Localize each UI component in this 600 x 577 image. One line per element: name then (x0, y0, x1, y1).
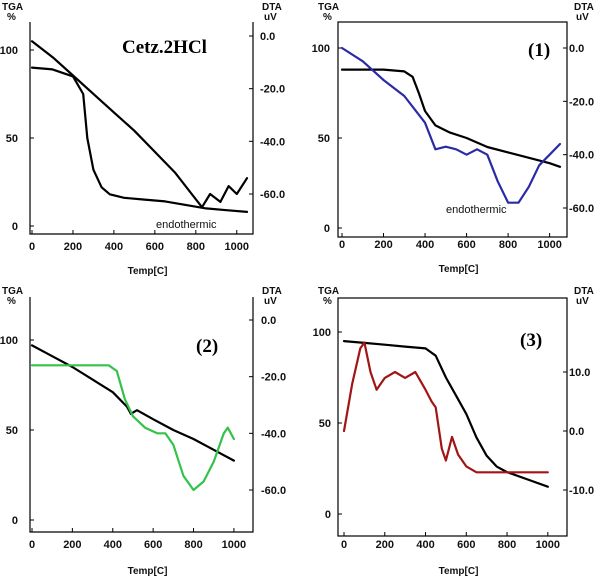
x-tick-label: 800 (498, 539, 516, 551)
y-right-tick-label: -40.0 (569, 150, 594, 162)
x-tick-label: 1000 (537, 239, 561, 251)
x-tick-label: 200 (376, 539, 394, 551)
y-left-tick-label: 0 (325, 509, 331, 521)
y-right-axis-unit: uV (576, 296, 589, 307)
x-tick-label: 0 (339, 239, 345, 251)
plot-frame (29, 297, 254, 533)
x-tick-label: 0 (29, 241, 35, 253)
chart-panel-2: 0 200 400 600 800 1000 0 50 100 0.0 -20.0 -40.0 -60.… (312, 2, 594, 275)
x-axis-label: Temp[C] (128, 266, 168, 277)
plot-frame (337, 21, 568, 238)
plot-frame (29, 22, 254, 235)
y-left-axis-unit: % (7, 12, 16, 23)
x-tick-label: 600 (144, 539, 162, 551)
y-right-axis-unit: uV (576, 12, 589, 23)
x-tick-label: 600 (457, 539, 475, 551)
chart-panel-3: 0 200 400 600 800 1000 0 50 100 0.0 -20.0 -40.0 -60.… (0, 286, 286, 577)
y-left-axis-label: TGA (2, 2, 23, 13)
dta-curve (340, 46, 562, 204)
y-left-tick-label: 100 (0, 335, 18, 347)
y-left-tick-label: 50 (318, 133, 330, 145)
dta-curve (30, 364, 235, 492)
y-left-tick-label: 0 (12, 515, 18, 527)
x-tick-label: 800 (184, 539, 202, 551)
y-right-axis-unit: uV (264, 296, 277, 307)
plot-frame (337, 297, 568, 537)
x-tick-label: 600 (457, 239, 475, 251)
y-right-tick-label: 10.0 (569, 367, 590, 379)
x-tick-label: 0 (341, 539, 347, 551)
dta-curve (30, 40, 249, 209)
chart-title: Cetz.2HCl (122, 37, 207, 58)
x-tick-label: 800 (187, 241, 205, 253)
endothermic-annotation: endothermic (156, 219, 217, 231)
x-tick-label: 200 (63, 539, 81, 551)
y-right-tick-label: -60.0 (260, 189, 285, 201)
y-left-tick-label: 50 (319, 418, 331, 430)
y-left-tick-label: 100 (312, 43, 330, 55)
x-tick-label: 600 (146, 241, 164, 253)
y-left-tick-label: 0 (12, 221, 18, 233)
x-tick-label: 0 (29, 539, 35, 551)
dta-curve (342, 341, 549, 474)
x-tick-label: 1000 (225, 241, 249, 253)
tga-curve (342, 340, 549, 488)
chart-title: (2) (196, 336, 218, 357)
y-right-tick-label: -10.0 (569, 485, 594, 497)
y-left-tick-label: 50 (6, 133, 18, 145)
y-left-tick-label: 100 (313, 327, 331, 339)
endothermic-annotation: endothermic (446, 204, 507, 216)
y-left-axis-unit: % (7, 296, 16, 307)
y-right-axis-label: DTA (574, 2, 594, 13)
y-right-tick-label: -40.0 (261, 428, 286, 440)
y-left-axis-label: TGA (2, 286, 23, 297)
y-right-tick-label: 0.0 (569, 43, 584, 55)
x-tick-label: 1000 (536, 539, 560, 551)
chart-panel-4: 0 200 400 600 800 1000 0 50 100 10.0 0.0 -10.0 TGA% D… (313, 286, 594, 577)
y-right-axis-label: DTA (574, 286, 594, 297)
x-tick-label: 400 (104, 539, 122, 551)
x-tick-label: 200 (374, 239, 392, 251)
y-right-tick-label: -40.0 (260, 136, 285, 148)
x-axis-label: Temp[C] (439, 264, 479, 275)
y-right-tick-label: -60.0 (261, 485, 286, 497)
y-left-axis-unit: % (323, 12, 332, 23)
y-right-tick-label: -60.0 (569, 203, 594, 215)
x-tick-label: 200 (64, 241, 82, 253)
y-right-tick-label: 0.0 (261, 315, 276, 327)
x-tick-label: 400 (105, 241, 123, 253)
y-right-axis-unit: uV (264, 12, 277, 23)
tga-curve (340, 68, 562, 168)
tga-curve (30, 344, 235, 462)
chart-title: (3) (520, 330, 542, 351)
x-axis-label: Temp[C] (439, 566, 479, 577)
y-left-tick-label: 100 (0, 45, 18, 57)
y-left-axis-label: TGA (318, 2, 339, 13)
chart-panel-1: 0 200 400 600 800 1000 0 50 100 0.0 -20.0 -40.0 -60.… (0, 2, 285, 277)
y-right-tick-label: -20.0 (260, 84, 285, 96)
y-right-tick-label: -20.0 (261, 372, 286, 384)
tga-curve (30, 66, 249, 213)
y-right-tick-label: 0.0 (260, 31, 275, 43)
y-right-tick-label: 0.0 (569, 426, 584, 438)
y-right-tick-label: -20.0 (569, 96, 594, 108)
y-left-axis-label: TGA (318, 286, 339, 297)
x-tick-label: 800 (499, 239, 517, 251)
chart-title: (1) (528, 40, 550, 61)
y-left-tick-label: 50 (6, 425, 18, 437)
y-right-axis-label: DTA (262, 286, 282, 297)
x-tick-label: 400 (416, 539, 434, 551)
y-right-axis-label: DTA (262, 2, 282, 13)
y-left-tick-label: 0 (324, 223, 330, 235)
x-tick-label: 1000 (222, 539, 246, 551)
y-left-axis-unit: % (323, 296, 332, 307)
x-axis-label: Temp[C] (128, 566, 168, 577)
x-tick-label: 400 (416, 239, 434, 251)
